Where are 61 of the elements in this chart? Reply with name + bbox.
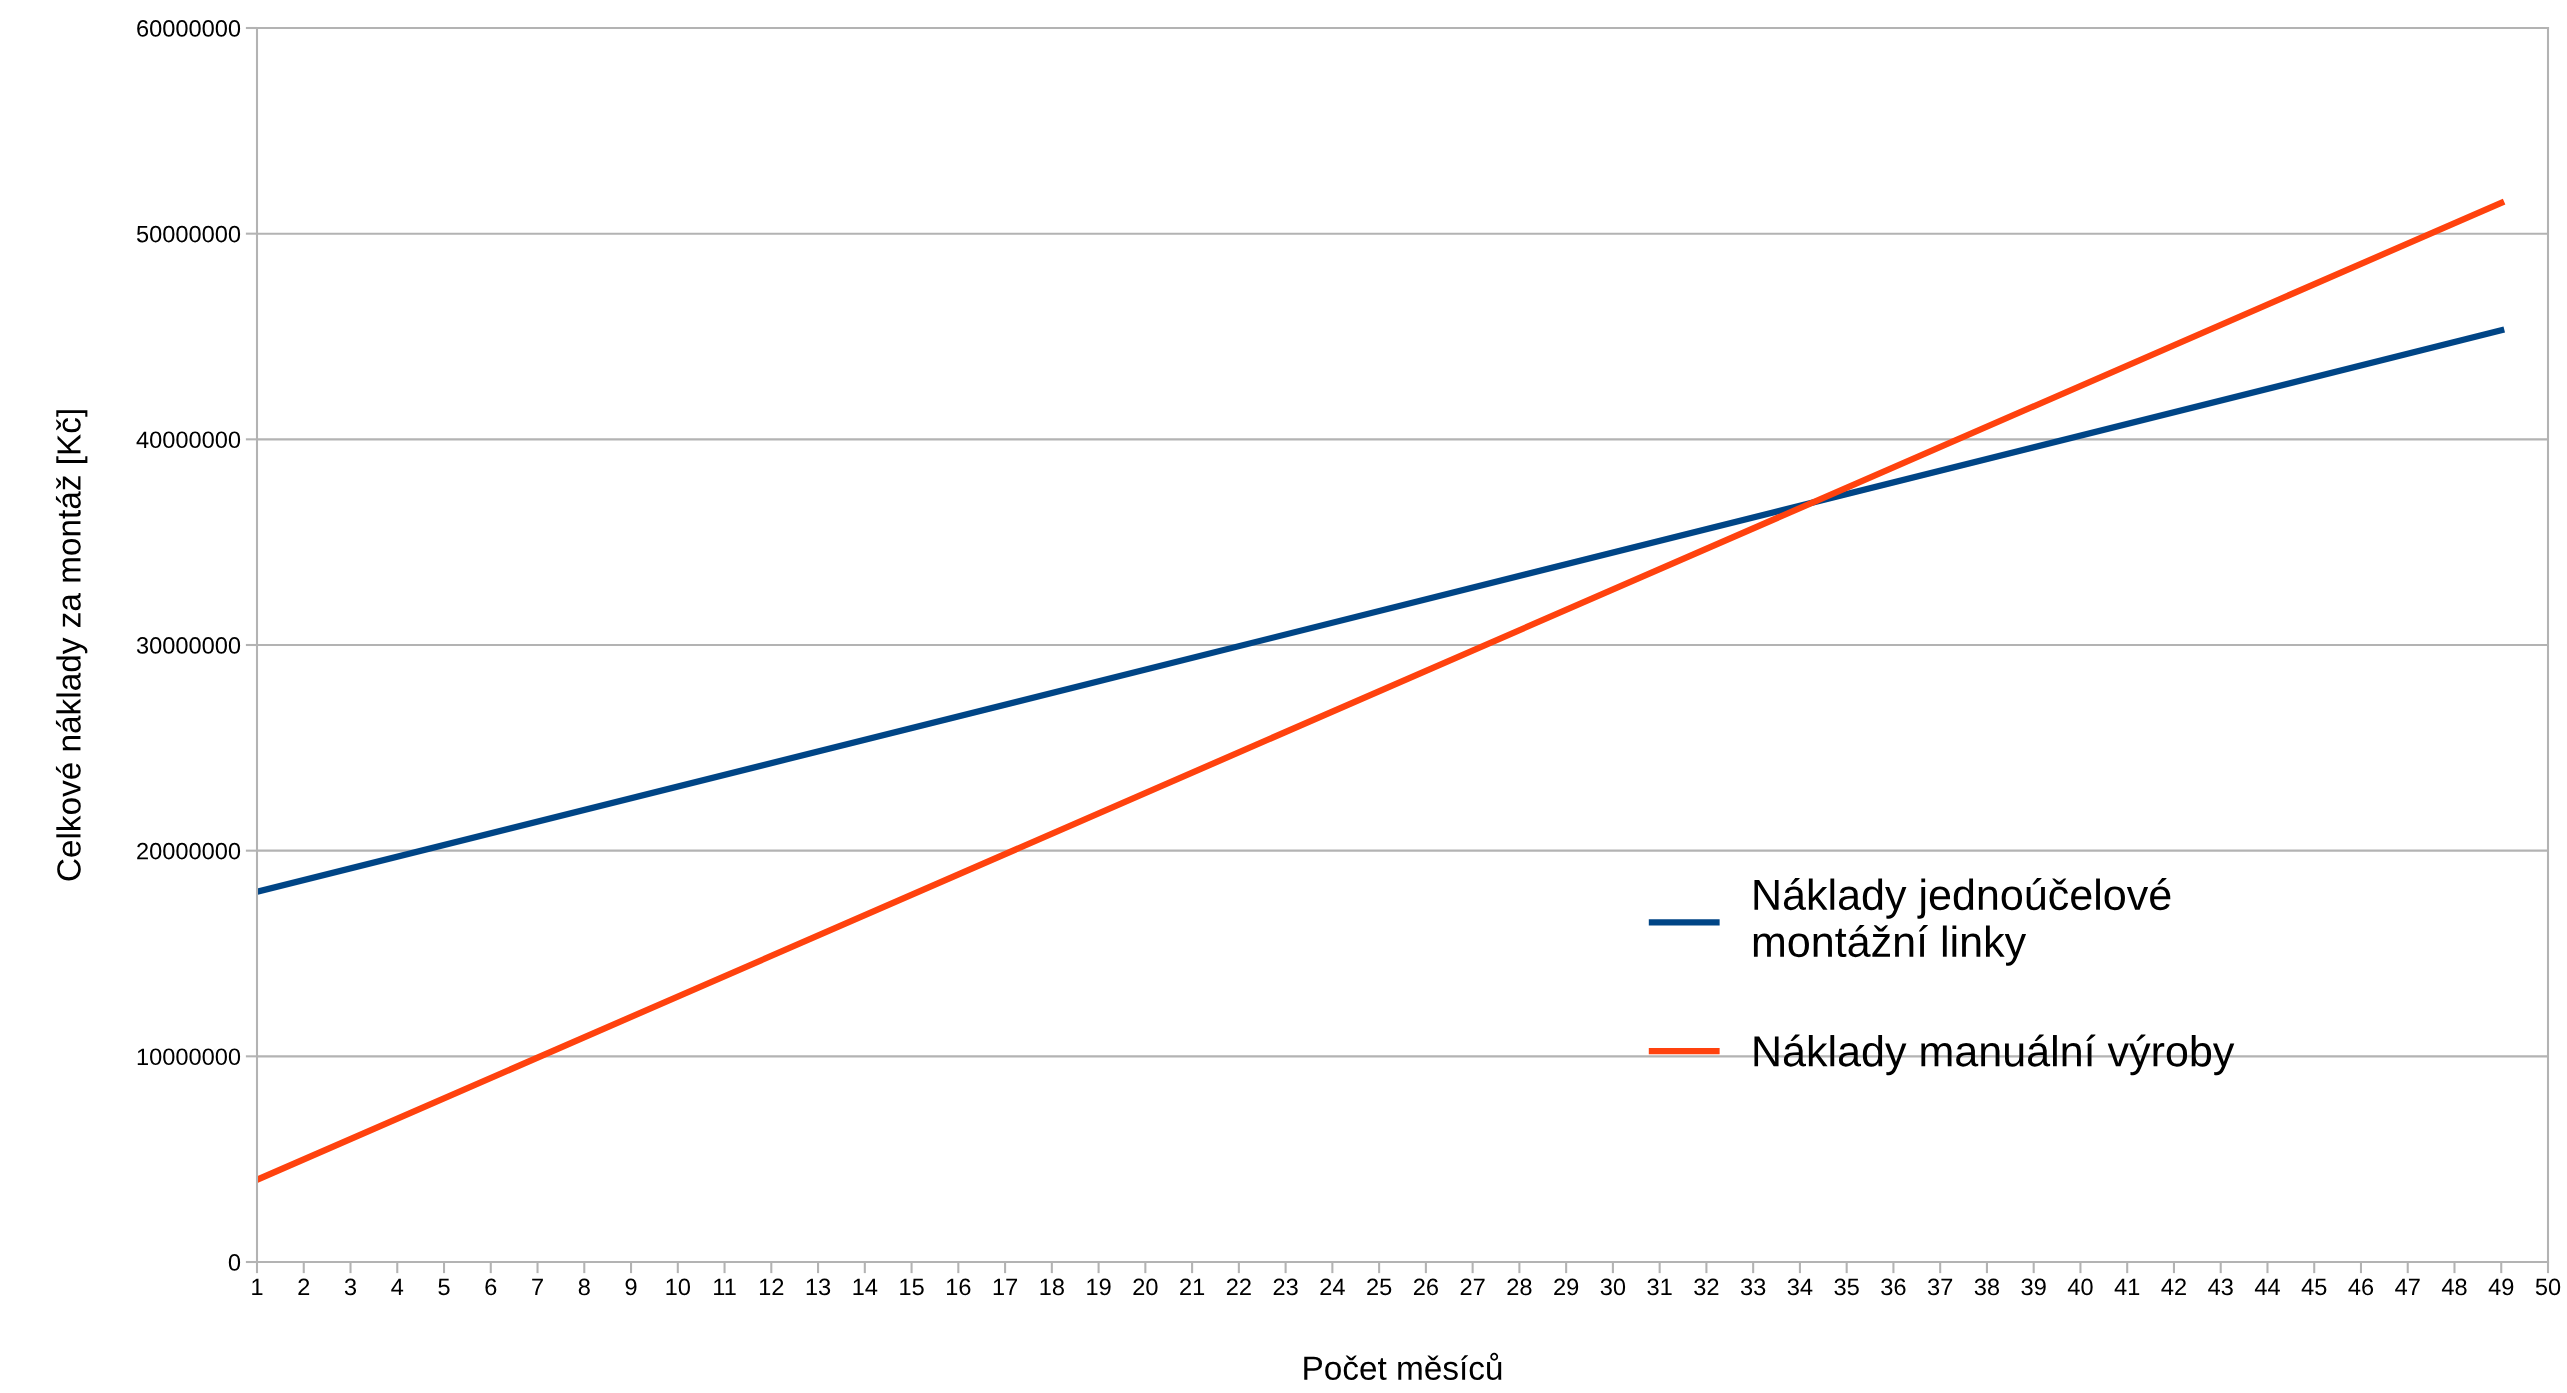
x-tick-label: 3 bbox=[344, 1278, 357, 1296]
x-tick-label: 15 bbox=[900, 1278, 924, 1296]
x-tick-label: 14 bbox=[853, 1278, 878, 1296]
x-tick-label: 46 bbox=[2348, 1278, 2374, 1296]
x-tick-label: 43 bbox=[2208, 1278, 2233, 1296]
y-tick-label: 50000000 bbox=[136, 225, 241, 243]
x-tick-label: 5 bbox=[438, 1278, 450, 1296]
x-tick-label: 34 bbox=[1787, 1278, 1813, 1296]
x-tick-label: 9 bbox=[625, 1278, 637, 1296]
x-tick-label: 2 bbox=[298, 1278, 310, 1296]
x-tick-label: 4 bbox=[391, 1278, 404, 1296]
x-tick-label: 39 bbox=[2021, 1278, 2046, 1296]
y-axis-title: Celkové náklady za montáž [Kč] bbox=[55, 410, 88, 881]
x-tick-label: 10 bbox=[666, 1278, 691, 1296]
x-tick-label: 47 bbox=[2395, 1278, 2420, 1296]
x-tick-label: 50 bbox=[2535, 1278, 2561, 1296]
y-tick-label: 10000000 bbox=[137, 1048, 241, 1066]
x-tick-label: 27 bbox=[1460, 1278, 1485, 1296]
x-tick-label: 36 bbox=[1881, 1278, 1906, 1296]
x-tick-label: 1 bbox=[252, 1278, 263, 1296]
x-tick-label: 22 bbox=[1226, 1278, 1251, 1296]
y-tick-label: 30000000 bbox=[136, 637, 241, 654]
x-tick-label: 40 bbox=[2067, 1278, 2093, 1296]
x-tick-label: 8 bbox=[578, 1278, 590, 1296]
x-tick-label: 12 bbox=[759, 1278, 784, 1296]
x-tick-label: 25 bbox=[1367, 1278, 1392, 1296]
x-tick-label: 38 bbox=[1974, 1278, 2000, 1296]
legend-label: Náklady jednoúčelové montážní linky bbox=[1753, 878, 2171, 966]
x-tick-label: 24 bbox=[1320, 1278, 1345, 1296]
x-tick-label: 49 bbox=[2488, 1278, 2514, 1296]
x-tick-label: 42 bbox=[2161, 1278, 2186, 1296]
x-tick-label: 26 bbox=[1413, 1278, 1438, 1296]
x-tick-label: 48 bbox=[2441, 1278, 2467, 1296]
x-tick-label: 35 bbox=[1834, 1278, 1859, 1296]
legend-label: Náklady manuální výroby bbox=[1754, 1034, 2235, 1076]
x-axis-title: Počet měsíců bbox=[1304, 1352, 1502, 1381]
x-tick-label: 20 bbox=[1133, 1278, 1158, 1296]
x-tick-label: 13 bbox=[806, 1278, 831, 1296]
x-tick-label: 23 bbox=[1273, 1278, 1298, 1296]
x-tick-label: 17 bbox=[993, 1278, 1018, 1296]
x-tick-label: 33 bbox=[1740, 1278, 1766, 1296]
x-tick-label: 21 bbox=[1180, 1278, 1205, 1296]
y-tick-label: 0 bbox=[228, 1254, 241, 1271]
x-tick-label: 29 bbox=[1554, 1278, 1579, 1296]
x-tick-label: 41 bbox=[2114, 1278, 2140, 1296]
x-tick-label: 45 bbox=[2301, 1278, 2327, 1296]
x-tick-label: 7 bbox=[532, 1278, 543, 1296]
x-tick-label: 11 bbox=[714, 1278, 736, 1296]
x-tick-label: 32 bbox=[1694, 1278, 1719, 1296]
x-tick-label: 16 bbox=[947, 1278, 971, 1296]
x-tick-label: 6 bbox=[485, 1278, 497, 1296]
y-tick-label: 60000000 bbox=[137, 20, 241, 37]
y-tick-label: 40000000 bbox=[136, 431, 241, 449]
x-tick-label: 30 bbox=[1600, 1278, 1626, 1296]
x-tick-label: 18 bbox=[1040, 1278, 1064, 1296]
y-tick-label: 20000000 bbox=[137, 842, 241, 860]
x-tick-label: 28 bbox=[1507, 1278, 1532, 1296]
x-tick-label: 19 bbox=[1087, 1278, 1111, 1296]
x-tick-label: 37 bbox=[1927, 1278, 1953, 1296]
x-tick-label: 31 bbox=[1647, 1278, 1672, 1296]
x-tick-label: 44 bbox=[2254, 1278, 2280, 1296]
